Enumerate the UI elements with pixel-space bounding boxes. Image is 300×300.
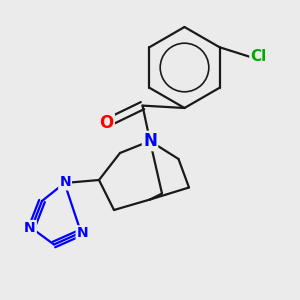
Text: O: O (99, 114, 114, 132)
Text: N: N (59, 176, 71, 189)
Text: N: N (77, 226, 88, 240)
Text: N: N (24, 221, 36, 235)
Text: N: N (143, 132, 157, 150)
Text: Cl: Cl (250, 50, 267, 64)
